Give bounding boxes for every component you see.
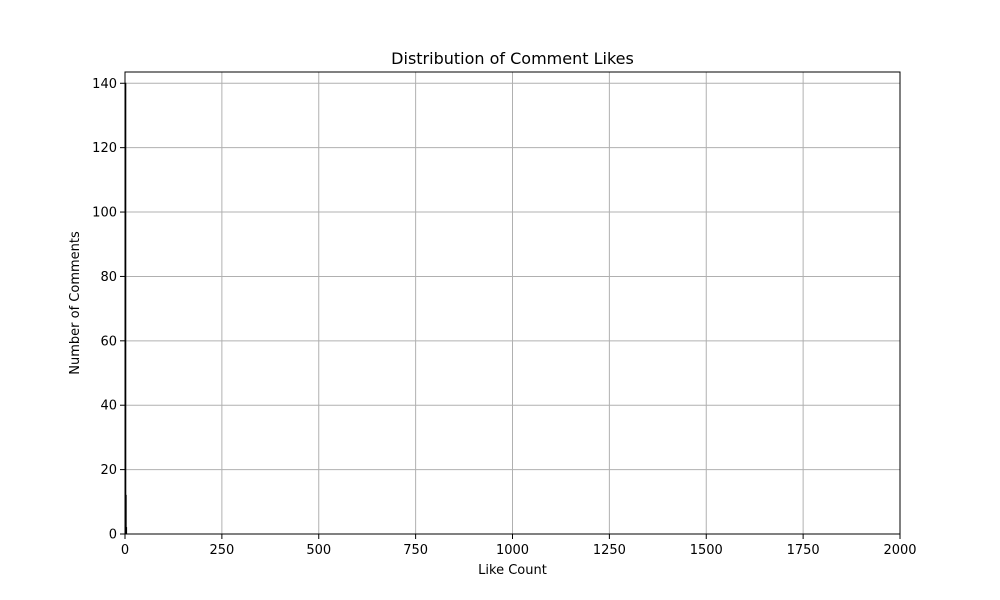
chart-title: Distribution of Comment Likes <box>391 49 634 68</box>
x-tick-label: 1500 <box>690 543 723 558</box>
x-tick-label: 1250 <box>593 543 626 558</box>
x-tick-label: 250 <box>209 543 234 558</box>
y-tick-label: 60 <box>100 334 117 349</box>
x-tick-label: 750 <box>403 543 428 558</box>
y-tick-label: 100 <box>92 206 117 221</box>
axis-ticks: 0 250 500 750 1000 1250 1500 1750 2000 0 20 40 60 80 1… <box>92 77 916 558</box>
x-tick-label: 1000 <box>496 543 529 558</box>
y-tick-label: 140 <box>92 77 117 92</box>
x-tick-label: 500 <box>306 543 331 558</box>
x-tick-label: 0 <box>121 543 129 558</box>
y-tick-label: 20 <box>100 463 117 478</box>
y-tick-label: 80 <box>100 270 117 285</box>
x-axis-label: Like Count <box>478 563 547 578</box>
x-tick-label: 2000 <box>883 543 916 558</box>
y-axis-label: Number of Comments <box>68 231 83 375</box>
y-tick-label: 120 <box>92 141 117 156</box>
y-tick-label: 0 <box>109 528 117 543</box>
y-tick-label: 40 <box>100 399 117 414</box>
histogram-bar <box>125 527 128 535</box>
x-tick-label: 1750 <box>787 543 820 558</box>
grid-lines <box>124 72 901 535</box>
